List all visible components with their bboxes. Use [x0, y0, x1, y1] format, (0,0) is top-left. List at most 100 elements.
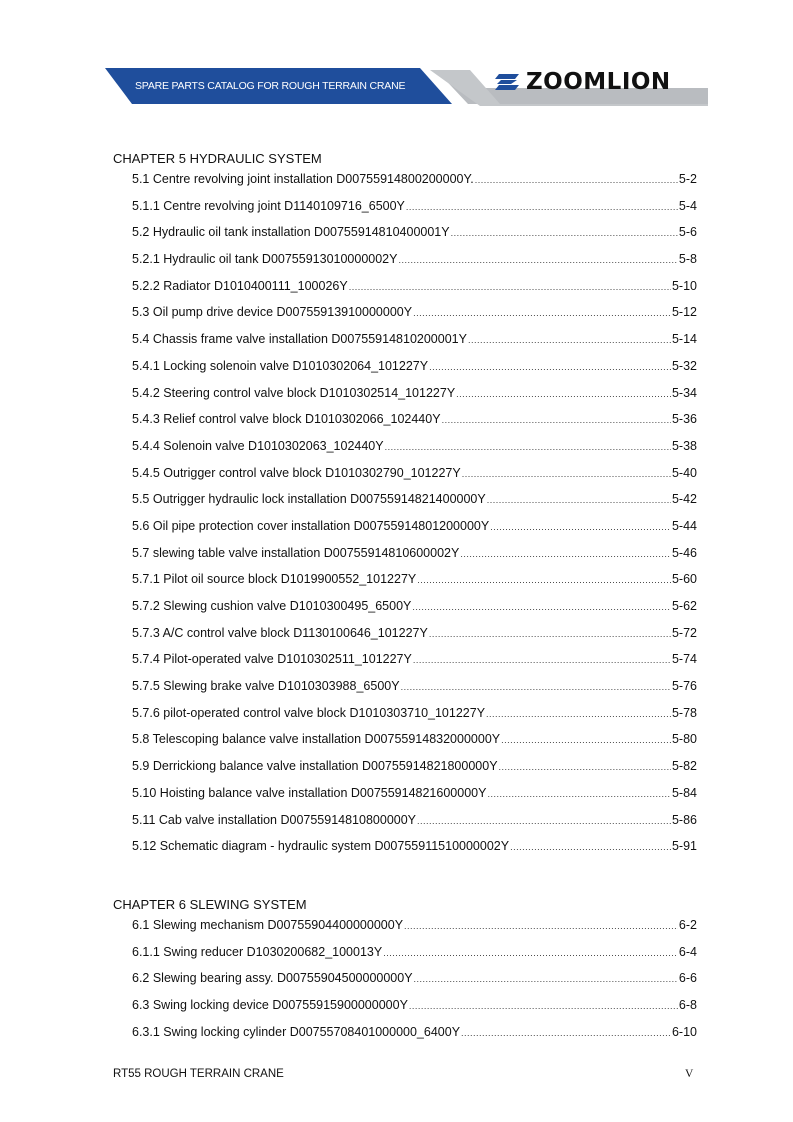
- zoomlion-logo: ZOOMLION: [495, 68, 671, 96]
- toc-entry-page: 6-10: [671, 1024, 697, 1039]
- toc-entry[interactable]: 5.4.2 Steering control valve block D1010…: [132, 386, 697, 413]
- toc-entry[interactable]: 5.11 Cab valve installation D00755914810…: [132, 813, 697, 840]
- dot-leader: [417, 813, 671, 827]
- toc-entry-page: 5-40: [671, 465, 697, 480]
- toc-entry-label: 6.1.1 Swing reducer D1030200682_100013Y: [132, 944, 383, 959]
- toc-entry[interactable]: 5.4 Chassis frame valve installation D00…: [132, 332, 697, 359]
- toc-entry-label: 5.7.1 Pilot oil source block D1019900552…: [132, 572, 417, 587]
- toc-entry-label: 5.2.1 Hydraulic oil tank D00755913010000…: [132, 252, 398, 267]
- toc-entry-label: 5.9 Derrickiong balance valve installati…: [132, 759, 498, 774]
- chapter-6-toc: 6.1 Slewing mechanism D00755904400000000…: [132, 918, 697, 1051]
- toc-entry-label: 5.2 Hydraulic oil tank installation D007…: [132, 225, 450, 240]
- toc-entry-label: 5.4.4 Solenoin valve D1010302063_102440Y: [132, 438, 384, 453]
- toc-entry-page: 5-38: [671, 438, 697, 453]
- toc-entry-label: 5.5 Outrigger hydraulic lock installatio…: [132, 492, 486, 507]
- toc-entry[interactable]: 5.3 Oil pump drive device D0075591391000…: [132, 305, 697, 332]
- toc-entry-label: 5.10 Hoisting balance valve installation…: [132, 785, 487, 800]
- toc-entry[interactable]: 5.4.5 Outrigger control valve block D101…: [132, 466, 697, 493]
- toc-entry-label: 5.6 Oil pipe protection cover installati…: [132, 518, 490, 533]
- toc-entry[interactable]: 5.2.1 Hydraulic oil tank D00755913010000…: [132, 252, 697, 279]
- dot-leader: [413, 652, 671, 666]
- toc-entry[interactable]: 5.2.2 Radiator D1010400111_100026Y 5-10: [132, 279, 697, 306]
- toc-entry-label: 5.1.1 Centre revolving joint D1140109716…: [132, 198, 405, 213]
- dot-leader: [412, 599, 671, 613]
- toc-entry-page: 5-12: [671, 305, 697, 320]
- toc-entry-page: 6-6: [678, 971, 697, 986]
- banner-blue-shape: [105, 68, 452, 104]
- toc-entry-label: 6.2 Slewing bearing assy. D0075590450000…: [132, 971, 413, 986]
- toc-entry-label: 5.7.4 Pilot-operated valve D1010302511_1…: [132, 652, 412, 667]
- toc-entry[interactable]: 5.4.3 Relief control valve block D101030…: [132, 412, 697, 439]
- toc-entry[interactable]: 5.7.6 pilot-operated control valve block…: [132, 706, 697, 733]
- toc-entry-page: 5-2: [678, 172, 697, 186]
- toc-entry[interactable]: 5.4.1 Locking solenoin valve D1010302064…: [132, 359, 697, 386]
- toc-entry-page: 5-78: [671, 705, 697, 720]
- toc-entry[interactable]: 5.7 slewing table valve installation D00…: [132, 546, 697, 573]
- toc-entry-label: 5.8 Telescoping balance valve installati…: [132, 732, 501, 747]
- toc-entry-label: 5.7.3 A/C control valve block D113010064…: [132, 625, 428, 640]
- banner-grey-strip: [430, 70, 708, 106]
- toc-entry[interactable]: 5.7.2 Slewing cushion valve D1010300495_…: [132, 599, 697, 626]
- dot-leader: [398, 252, 677, 266]
- toc-entry[interactable]: 5.9 Derrickiong balance valve installati…: [132, 759, 697, 786]
- toc-entry[interactable]: 5.8 Telescoping balance valve installati…: [132, 732, 697, 759]
- toc-entry[interactable]: 5.10 Hoisting balance valve installation…: [132, 786, 697, 813]
- dot-leader: [429, 359, 671, 373]
- dot-leader: [456, 386, 671, 400]
- toc-entry[interactable]: 5.7.3 A/C control valve block D113010064…: [132, 626, 697, 653]
- logo-text: ZOOMLION: [526, 69, 671, 95]
- toc-entry-page: 5-6: [678, 225, 697, 240]
- toc-entry[interactable]: 5.7.5 Slewing brake valve D1010303988_65…: [132, 679, 697, 706]
- toc-entry[interactable]: 5.4.4 Solenoin valve D1010302063_102440Y…: [132, 439, 697, 466]
- dot-leader: [429, 626, 671, 640]
- toc-entry-page: 5-84: [671, 785, 697, 800]
- dot-leader: [501, 732, 671, 746]
- dot-leader: [499, 759, 671, 773]
- toc-entry-label: 5.4.3 Relief control valve block D101030…: [132, 412, 441, 427]
- toc-entry-page: 6-4: [678, 944, 697, 959]
- toc-entry-page: 5-76: [671, 679, 697, 694]
- dot-leader: [461, 1025, 671, 1039]
- dot-leader: [490, 519, 671, 533]
- toc-entry-page: 5-60: [671, 572, 697, 587]
- dot-leader: [406, 199, 678, 213]
- toc-entry-page: 5-74: [671, 652, 697, 667]
- toc-entry[interactable]: 5.1 Centre revolving joint installation …: [132, 172, 697, 199]
- toc-entry[interactable]: 6.3.1 Swing locking cylinder D0075570840…: [132, 1025, 697, 1052]
- toc-entry-label: 5.4 Chassis frame valve installation D00…: [132, 332, 467, 347]
- toc-entry-page: 5-34: [671, 385, 697, 400]
- toc-entry-page: 5-62: [671, 599, 697, 613]
- toc-entry-label: 5.1 Centre revolving joint installation …: [132, 172, 474, 186]
- toc-entry-label: 5.4.5 Outrigger control valve block D101…: [132, 465, 461, 480]
- toc-entry-label: 5.4.2 Steering control valve block D1010…: [132, 385, 456, 400]
- dot-leader: [401, 679, 671, 693]
- banner-shapes: [105, 68, 708, 106]
- toc-entry[interactable]: 5.2 Hydraulic oil tank installation D007…: [132, 225, 697, 252]
- toc-entry[interactable]: 5.7.4 Pilot-operated valve D1010302511_1…: [132, 652, 697, 679]
- footer-title: RT55 ROUGH TERRAIN CRANE: [113, 1068, 284, 1080]
- toc-entry-label: 5.7 slewing table valve installation D00…: [132, 545, 460, 560]
- dot-leader: [404, 918, 678, 932]
- dot-leader: [468, 332, 671, 346]
- toc-entry-label: 5.12 Schematic diagram - hydraulic syste…: [132, 839, 510, 854]
- dot-leader: [417, 572, 671, 586]
- dot-leader: [475, 172, 678, 186]
- toc-entry-page: 5-80: [671, 732, 697, 747]
- toc-entry[interactable]: 5.6 Oil pipe protection cover installati…: [132, 519, 697, 546]
- toc-entry-page: 5-82: [671, 759, 697, 774]
- chapter-6-heading: CHAPTER 6 SLEWING SYSTEM: [113, 897, 307, 912]
- toc-entry[interactable]: 5.12 Schematic diagram - hydraulic syste…: [132, 839, 697, 866]
- toc-entry[interactable]: 6.1.1 Swing reducer D1030200682_100013Y 6…: [132, 945, 697, 972]
- toc-entry-label: 5.2.2 Radiator D1010400111_100026Y: [132, 278, 348, 293]
- toc-entry[interactable]: 6.2 Slewing bearing assy. D0075590450000…: [132, 971, 697, 998]
- toc-entry[interactable]: 5.5 Outrigger hydraulic lock installatio…: [132, 492, 697, 519]
- toc-entry-label: 6.1 Slewing mechanism D00755904400000000…: [132, 918, 404, 932]
- dot-leader: [510, 839, 671, 853]
- toc-entry[interactable]: 6.3 Swing locking device D00755915900000…: [132, 998, 697, 1025]
- chapter-5-toc: 5.1 Centre revolving joint installation …: [132, 172, 697, 866]
- toc-entry[interactable]: 5.1.1 Centre revolving joint D1140109716…: [132, 199, 697, 226]
- toc-entry-page: 5-42: [671, 492, 697, 507]
- toc-entry[interactable]: 5.7.1 Pilot oil source block D1019900552…: [132, 572, 697, 599]
- header-banner: SPARE PARTS CATALOG FOR ROUGH TERRAIN CR…: [0, 0, 793, 120]
- toc-entry[interactable]: 6.1 Slewing mechanism D00755904400000000…: [132, 918, 697, 945]
